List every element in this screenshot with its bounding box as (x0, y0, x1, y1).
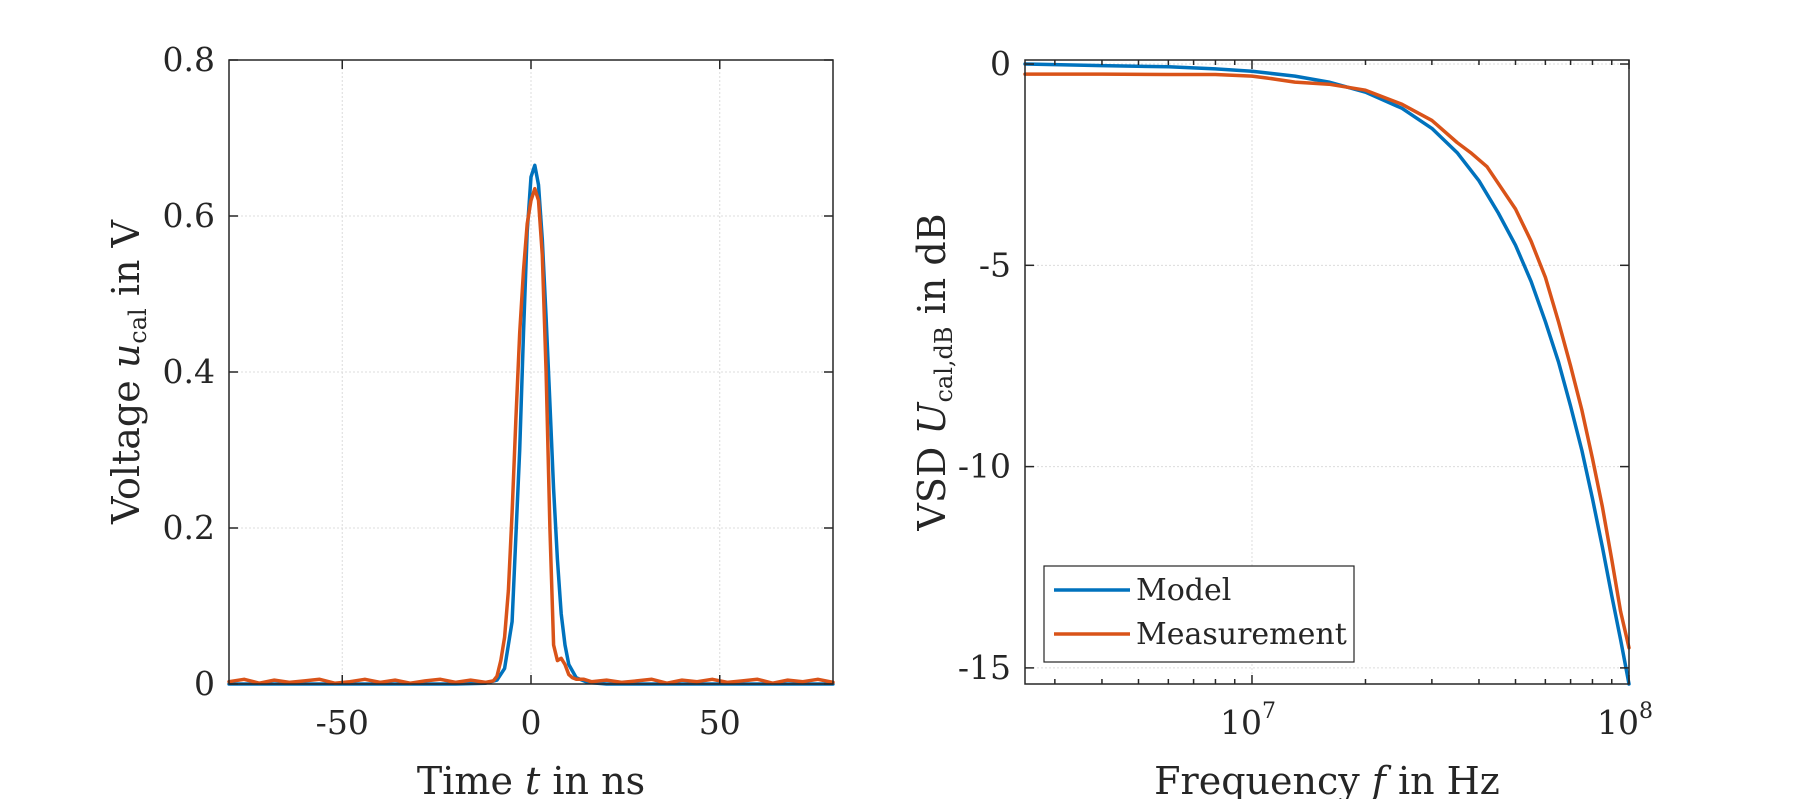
left-series-measurement-line (227, 186, 835, 685)
right-series (1023, 62, 1631, 686)
left-y-label-prefix: Voltage (104, 368, 148, 525)
left-y-tick-label: 0 (194, 664, 215, 703)
left-x-label-var: t (525, 759, 541, 799)
right-x-tick-label: 108 (1597, 699, 1653, 742)
right-ticks: 0 -5 -10 -15 107 108 (958, 44, 1653, 742)
left-x-tick-label: 0 (521, 703, 542, 742)
left-y-axis-label: Voltage ucal in V (104, 219, 152, 525)
left-grid (229, 59, 833, 685)
left-x-tick-label: 50 (699, 703, 741, 742)
right-x-tick-label: 107 (1220, 699, 1276, 742)
right-y-label-prefix: VSD (910, 435, 954, 532)
left-y-tick-label: 0.2 (163, 508, 215, 547)
right-series-model-line (1023, 62, 1631, 686)
right-y-tick-label: -10 (958, 447, 1011, 486)
left-x-axis-label: Time t in ns (417, 759, 645, 799)
right-x-label-prefix: Frequency (1154, 759, 1372, 799)
left-x-tick-label: -50 (316, 703, 369, 742)
right-y-label-sub: cal,dB (930, 326, 958, 402)
panel-vsd-frequency: 0 -5 -10 -15 107 108 Frequency f in Hz VSD Uc… (910, 44, 1653, 799)
left-y-tick-label: 0.4 (163, 352, 215, 391)
right-x-axis-label: Frequency f in Hz (1154, 759, 1500, 799)
panel-voltage-time: 0 0.2 0.4 0.6 0.8 -50 0 50 Time t in ns Voltage… (104, 40, 835, 799)
left-ticks: 0 0.2 0.4 0.6 0.8 -50 0 50 (163, 40, 833, 742)
right-y-tick-label: -15 (958, 648, 1011, 687)
left-y-tick-label: 0.6 (163, 196, 215, 235)
left-y-tick-label: 0.8 (163, 40, 215, 79)
right-y-axis-label: VSD Ucal,dB in dB (910, 213, 958, 531)
right-y-tick-label: 0 (990, 44, 1011, 83)
left-x-label-prefix: Time (417, 759, 525, 799)
right-y-label-suffix: in dB (910, 213, 954, 326)
left-y-label-var: u (104, 344, 148, 368)
right-y-label-var: U (910, 401, 954, 435)
right-series-measurement-line (1023, 72, 1631, 650)
left-y-label-sub: cal (124, 308, 152, 343)
legend-label-model: Model (1136, 573, 1231, 608)
legend-box (1043, 565, 1355, 663)
left-y-label-suffix: in V (104, 219, 148, 308)
legend-label-measurement: Measurement (1136, 617, 1347, 652)
right-axes-frame (1024, 59, 1630, 685)
left-series (227, 163, 835, 686)
legend: Model Measurement (1043, 565, 1355, 663)
right-y-tick-label: -5 (979, 245, 1011, 284)
left-x-label-suffix: in ns (540, 759, 645, 799)
right-x-label-suffix: in Hz (1386, 759, 1500, 799)
